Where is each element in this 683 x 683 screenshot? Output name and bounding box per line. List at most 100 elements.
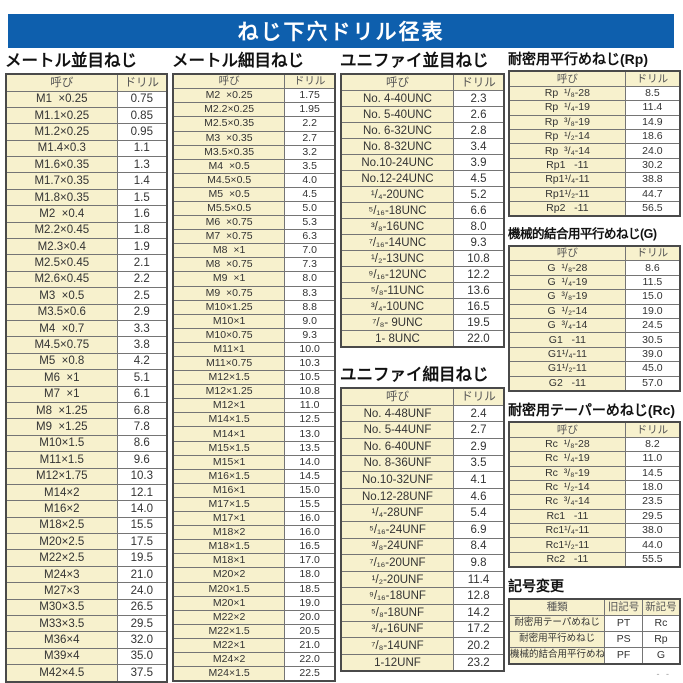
table-row: ³/₄-16UNF 17.2	[340, 620, 505, 639]
value-cell: 2.5	[116, 287, 168, 305]
table-row: M3.5×0.35 3.2	[172, 144, 336, 160]
value-cell: 24.0	[624, 143, 681, 159]
table-row: No. 4-40UNC 2.3	[340, 90, 505, 108]
table-row: M7 ×1 6.1	[5, 385, 168, 403]
name-cell: M12×1.25	[172, 384, 286, 400]
header-row: 呼び ドリル	[508, 70, 681, 87]
value-cell: 3.8	[116, 336, 168, 354]
value-cell: 2.4	[452, 404, 505, 423]
table-row: Rc ¹/₂-14 18.0	[508, 479, 681, 496]
name-cell: Rp1 -11	[508, 157, 626, 174]
value-cell: 38.0	[624, 523, 681, 539]
name-cell: No.10-32UNF	[340, 471, 454, 489]
table-row: G ¹/₂-14 19.0	[508, 303, 681, 320]
table-row: Rp1 -11 30.2	[508, 157, 681, 174]
name-cell: ³/₈-24UNF	[340, 537, 454, 556]
value-cell: 8.8	[284, 299, 336, 315]
value-cell: 8.4	[452, 537, 505, 556]
table-row: Rp ¹/₄-19 11.4	[508, 100, 681, 116]
table-row: M3 ×0.5 2.5	[5, 287, 168, 305]
name-cell: Rp1¹/₄-11	[508, 172, 626, 188]
value-cell: 7.8	[116, 418, 168, 436]
table-row: M20×1 19.0	[172, 595, 336, 611]
table-row: No. 8-32UNC 3.4	[340, 138, 505, 156]
table-row: ⁹/₁₆-18UNF 12.8	[340, 587, 505, 605]
table-row: M20×2 18.0	[172, 567, 336, 583]
table-row: No.12-24UNC 4.5	[340, 170, 505, 188]
name-cell: Rp ³/₈-19	[508, 114, 626, 130]
value-cell: 17.5	[116, 533, 168, 551]
name-cell: M17×1	[172, 511, 286, 527]
table-row: G ¹/₄-19 11.5	[508, 274, 681, 291]
table-row: M9 ×0.75 8.3	[172, 285, 336, 301]
name-cell: M20×1	[172, 595, 286, 611]
value-cell: 10.5	[284, 370, 336, 386]
value-cell: 18.0	[284, 567, 336, 583]
value-cell: 22.0	[452, 330, 505, 348]
name-cell: M11×0.75	[172, 356, 286, 372]
table-row: M1 ×0.25 0.75	[5, 90, 168, 108]
value-cell: 3.5	[452, 454, 505, 473]
value-cell: 13.0	[284, 426, 336, 442]
name-cell: M14×1.5	[172, 412, 286, 428]
value-cell: 16.5	[284, 539, 336, 555]
value-cell: 15.0	[624, 289, 681, 305]
value-cell: 0.95	[116, 123, 168, 141]
value-cell: 1.1	[116, 139, 168, 158]
name-cell: M18×2	[172, 525, 286, 541]
value-cell: 44.7	[624, 186, 681, 202]
column-pipe-threads: 耐密用平行めねじ(Rp) 呼び ドリル Rp ¹/₈-28 8.5 Rp ¹/₄-1…	[508, 51, 681, 665]
section-title-unified-coarse: ユニファイ並目ねじ	[340, 52, 489, 70]
name-cell: ¹/₂-20UNF	[340, 570, 454, 589]
table-row: M10×0.75 9.3	[172, 327, 336, 343]
name-cell: G2 -11	[508, 375, 626, 392]
value-cell: 14.5	[284, 468, 336, 484]
name-cell: Rc2 -11	[508, 551, 626, 568]
name-cell: No.12-24UNC	[340, 170, 454, 188]
name-cell: M18×1.5	[172, 539, 286, 555]
value-cell: PF	[604, 646, 643, 665]
column-header-name: 呼び	[340, 387, 454, 406]
name-cell: M1.4×0.3	[5, 139, 118, 158]
table-row: No.10-24UNC 3.9	[340, 154, 505, 172]
g-table: 呼び ドリル G ¹/₈-28 8.6 G ¹/₄-19 11.5 G ³/₈-19 15…	[508, 245, 681, 392]
name-cell: Rc1 -11	[508, 508, 626, 525]
name-cell: M1.7×0.35	[5, 172, 118, 190]
section-title-metric-coarse: メートル並目ねじ	[5, 52, 137, 70]
column-header-name: 呼び	[508, 245, 626, 262]
value-cell: 2.9	[452, 438, 505, 456]
name-cell: M24×2	[172, 651, 286, 668]
value-cell: 10.3	[284, 356, 336, 372]
table-row: No. 5-40UNC 2.6	[340, 106, 505, 124]
table-row: Rc ³/₄-14 23.5	[508, 494, 681, 510]
header-row: 呼び ドリル	[172, 73, 336, 90]
table-row: M2.2×0.45 1.8	[5, 221, 168, 240]
table-row: 機械的結合用平行めねじ PF G	[508, 646, 681, 665]
name-cell: M5.5×0.5	[172, 200, 286, 217]
value-cell: 22.0	[284, 651, 336, 668]
table-row: M11×1 10.0	[172, 341, 336, 358]
table-row: M16×1.5 14.5	[172, 468, 336, 484]
value-cell: 1.9	[116, 238, 168, 256]
value-cell: 1.8	[116, 221, 168, 240]
table-row: M1.4×0.3 1.1	[5, 139, 168, 158]
column-header-drill: ドリル	[116, 73, 168, 92]
value-cell: 4.0	[284, 172, 336, 188]
table-row: M14×1.5 12.5	[172, 412, 336, 428]
name-cell: Rp2 -11	[508, 200, 626, 217]
metric-fine-table: 呼び ドリル M2 ×0.25 1.75 M2.2×0.25 1.95 M2.5×0.3…	[172, 73, 336, 683]
table-row: M1.8×0.35 1.5	[5, 188, 168, 207]
name-cell: M10×1	[172, 313, 286, 329]
name-cell: ⁷/₈-14UNF	[340, 637, 454, 655]
value-cell: 3.2	[284, 144, 336, 160]
spacer	[340, 348, 505, 366]
name-cell: M5 ×0.5	[172, 186, 286, 202]
table-row: No. 6-40UNF 2.9	[340, 438, 505, 456]
value-cell: 8.6	[624, 260, 681, 276]
value-cell: 1.6	[116, 205, 168, 223]
table-row: G2 -11 57.0	[508, 375, 681, 392]
table-row: M2.6×0.45 2.2	[5, 270, 168, 289]
table-row: M4.5×0.75 3.8	[5, 336, 168, 354]
table-row: M11×0.75 10.3	[172, 356, 336, 372]
value-cell: 11.4	[452, 570, 505, 589]
